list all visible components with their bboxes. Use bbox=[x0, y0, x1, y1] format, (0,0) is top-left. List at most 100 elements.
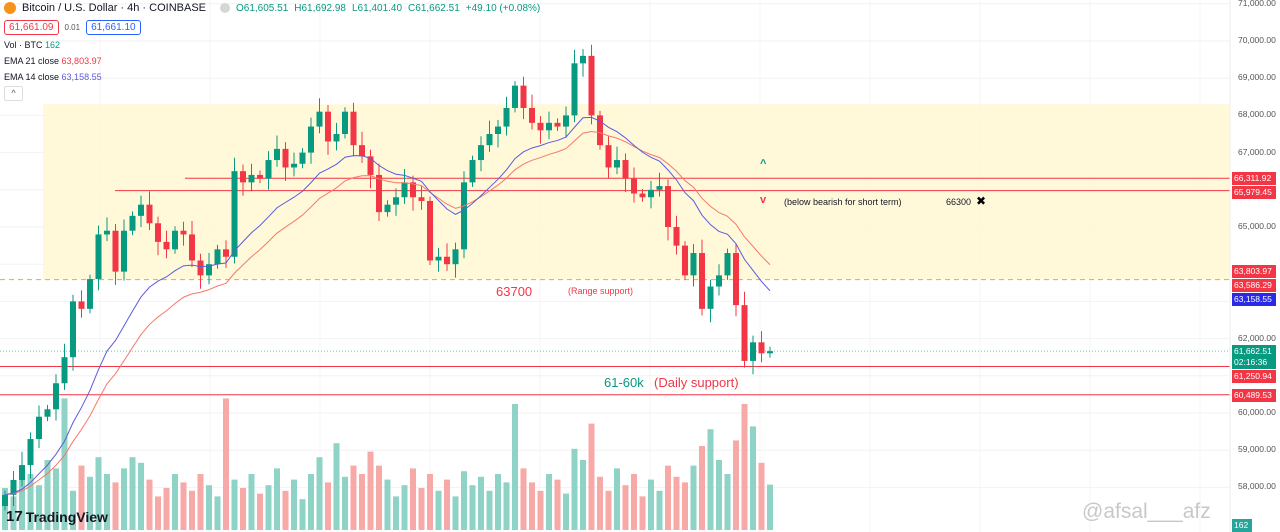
candle-body bbox=[520, 85, 527, 108]
buy-button[interactable]: 61,661.10 bbox=[86, 20, 141, 35]
axis-tick: 69,000.00 bbox=[1238, 72, 1276, 83]
volume-bar bbox=[112, 482, 119, 530]
candle-body bbox=[427, 200, 433, 261]
volume-bar bbox=[503, 482, 510, 530]
volume-bar bbox=[554, 479, 561, 530]
candle-body bbox=[138, 204, 144, 216]
candle-body bbox=[605, 145, 612, 168]
collapse-legend-button[interactable]: ^ bbox=[4, 86, 23, 101]
up-arrow-icon: ^ bbox=[760, 158, 767, 170]
volume-bar bbox=[435, 490, 442, 530]
volume-bar bbox=[563, 493, 569, 530]
candle-body bbox=[172, 230, 178, 250]
volume-bar bbox=[418, 488, 425, 530]
volume-bar bbox=[19, 479, 25, 530]
price-tag: 61,662.51 02:16:36 bbox=[1232, 345, 1276, 370]
ema21-value: 63,803.97 bbox=[61, 56, 102, 66]
volume-bar bbox=[614, 468, 620, 530]
candle-body bbox=[10, 479, 17, 495]
ema14-label: EMA 14 close bbox=[4, 72, 60, 82]
volume-bar bbox=[223, 398, 229, 530]
volume-bar bbox=[265, 485, 272, 530]
volume-bar bbox=[741, 404, 748, 530]
candle-body bbox=[393, 197, 399, 205]
candle-body bbox=[291, 163, 297, 168]
volume-bar bbox=[478, 476, 484, 530]
countdown: 02:16:36 bbox=[1234, 357, 1268, 368]
spread: 0.01 bbox=[64, 23, 81, 32]
candle-body bbox=[461, 182, 467, 250]
volume-bar bbox=[427, 474, 433, 530]
candle-body bbox=[180, 230, 187, 235]
candle-body bbox=[376, 174, 382, 213]
volume-bar bbox=[291, 479, 297, 530]
candle-body bbox=[435, 256, 442, 261]
price-tag-value: 63,803.97 bbox=[1234, 266, 1272, 277]
vol-value: 162 bbox=[45, 40, 61, 50]
ema21-legend[interactable]: EMA 21 close 63,803.97 bbox=[4, 56, 102, 66]
price-tag: 60,489.53 bbox=[1232, 388, 1276, 402]
candle-body bbox=[724, 253, 731, 276]
volume-tag: 162 bbox=[1232, 519, 1252, 532]
candle-body bbox=[163, 241, 170, 250]
candle-body bbox=[2, 494, 8, 506]
ema14-legend[interactable]: EMA 14 close 63,158.55 bbox=[4, 72, 102, 82]
volume-bar bbox=[469, 485, 476, 530]
candle-body bbox=[758, 342, 765, 354]
volume-bar bbox=[282, 490, 289, 530]
candle-body bbox=[682, 245, 688, 276]
price-tag: 63,803.97 bbox=[1232, 265, 1276, 279]
candle-body bbox=[512, 85, 518, 108]
ohlc-low: L61,401.40 bbox=[351, 2, 403, 14]
candle-body bbox=[495, 126, 501, 134]
candle-body bbox=[707, 286, 714, 309]
candle-body bbox=[308, 126, 314, 153]
tradingview-logo[interactable]: 17 TradingView bbox=[6, 508, 108, 525]
candle-body bbox=[342, 111, 348, 134]
axis-tick: 70,000.00 bbox=[1238, 35, 1276, 45]
candle-body bbox=[231, 171, 238, 257]
volume-bar bbox=[155, 496, 161, 530]
volume-bar bbox=[367, 451, 374, 530]
volume-bar bbox=[605, 490, 612, 530]
sell-button[interactable]: 61,661.09 bbox=[4, 20, 59, 35]
price-tag-value: 63,586.29 bbox=[1234, 280, 1272, 291]
candle-body bbox=[359, 145, 365, 157]
ema21-label: EMA 21 close bbox=[4, 56, 60, 66]
candle-body bbox=[639, 193, 646, 198]
price-tag: 63,586.29 bbox=[1232, 279, 1276, 293]
volume-bar bbox=[665, 465, 671, 530]
volume-bar bbox=[172, 474, 178, 530]
volume-bar bbox=[410, 468, 416, 530]
volume-bar bbox=[214, 496, 221, 530]
candle-body bbox=[469, 160, 476, 183]
volume-bar bbox=[104, 474, 110, 530]
ema14-value: 63,158.55 bbox=[61, 72, 102, 82]
volume-bar bbox=[333, 443, 340, 530]
price-tag-value: 65,979.45 bbox=[1234, 187, 1272, 198]
axis-tick: 67,000.00 bbox=[1238, 146, 1276, 157]
market-status-icon bbox=[220, 3, 230, 13]
candle-body bbox=[95, 234, 102, 280]
price-tag: 61,250.94 bbox=[1232, 370, 1276, 384]
volume-bar bbox=[767, 484, 773, 530]
candle-body bbox=[214, 249, 221, 265]
ema21-line bbox=[4, 130, 771, 496]
volume-legend[interactable]: Vol · BTC 162 bbox=[4, 40, 60, 50]
volume-bar bbox=[699, 446, 705, 530]
volume-bar bbox=[452, 496, 459, 530]
candle-body bbox=[44, 409, 51, 417]
candle-body bbox=[571, 63, 578, 116]
volume-bar bbox=[53, 468, 59, 530]
logo-text: TradingView bbox=[25, 508, 108, 525]
volume-bar bbox=[316, 457, 323, 530]
candle-body bbox=[733, 253, 739, 306]
price-tag-value: 63,158.55 bbox=[1234, 294, 1272, 305]
volume-bar bbox=[95, 457, 102, 530]
volume-bar bbox=[350, 465, 357, 530]
symbol-title[interactable]: Bitcoin / U.S. Dollar · 4h · COINBASE bbox=[22, 2, 206, 14]
volume-bar bbox=[520, 468, 527, 530]
volume-bar bbox=[231, 479, 238, 530]
candle-body bbox=[240, 171, 246, 183]
